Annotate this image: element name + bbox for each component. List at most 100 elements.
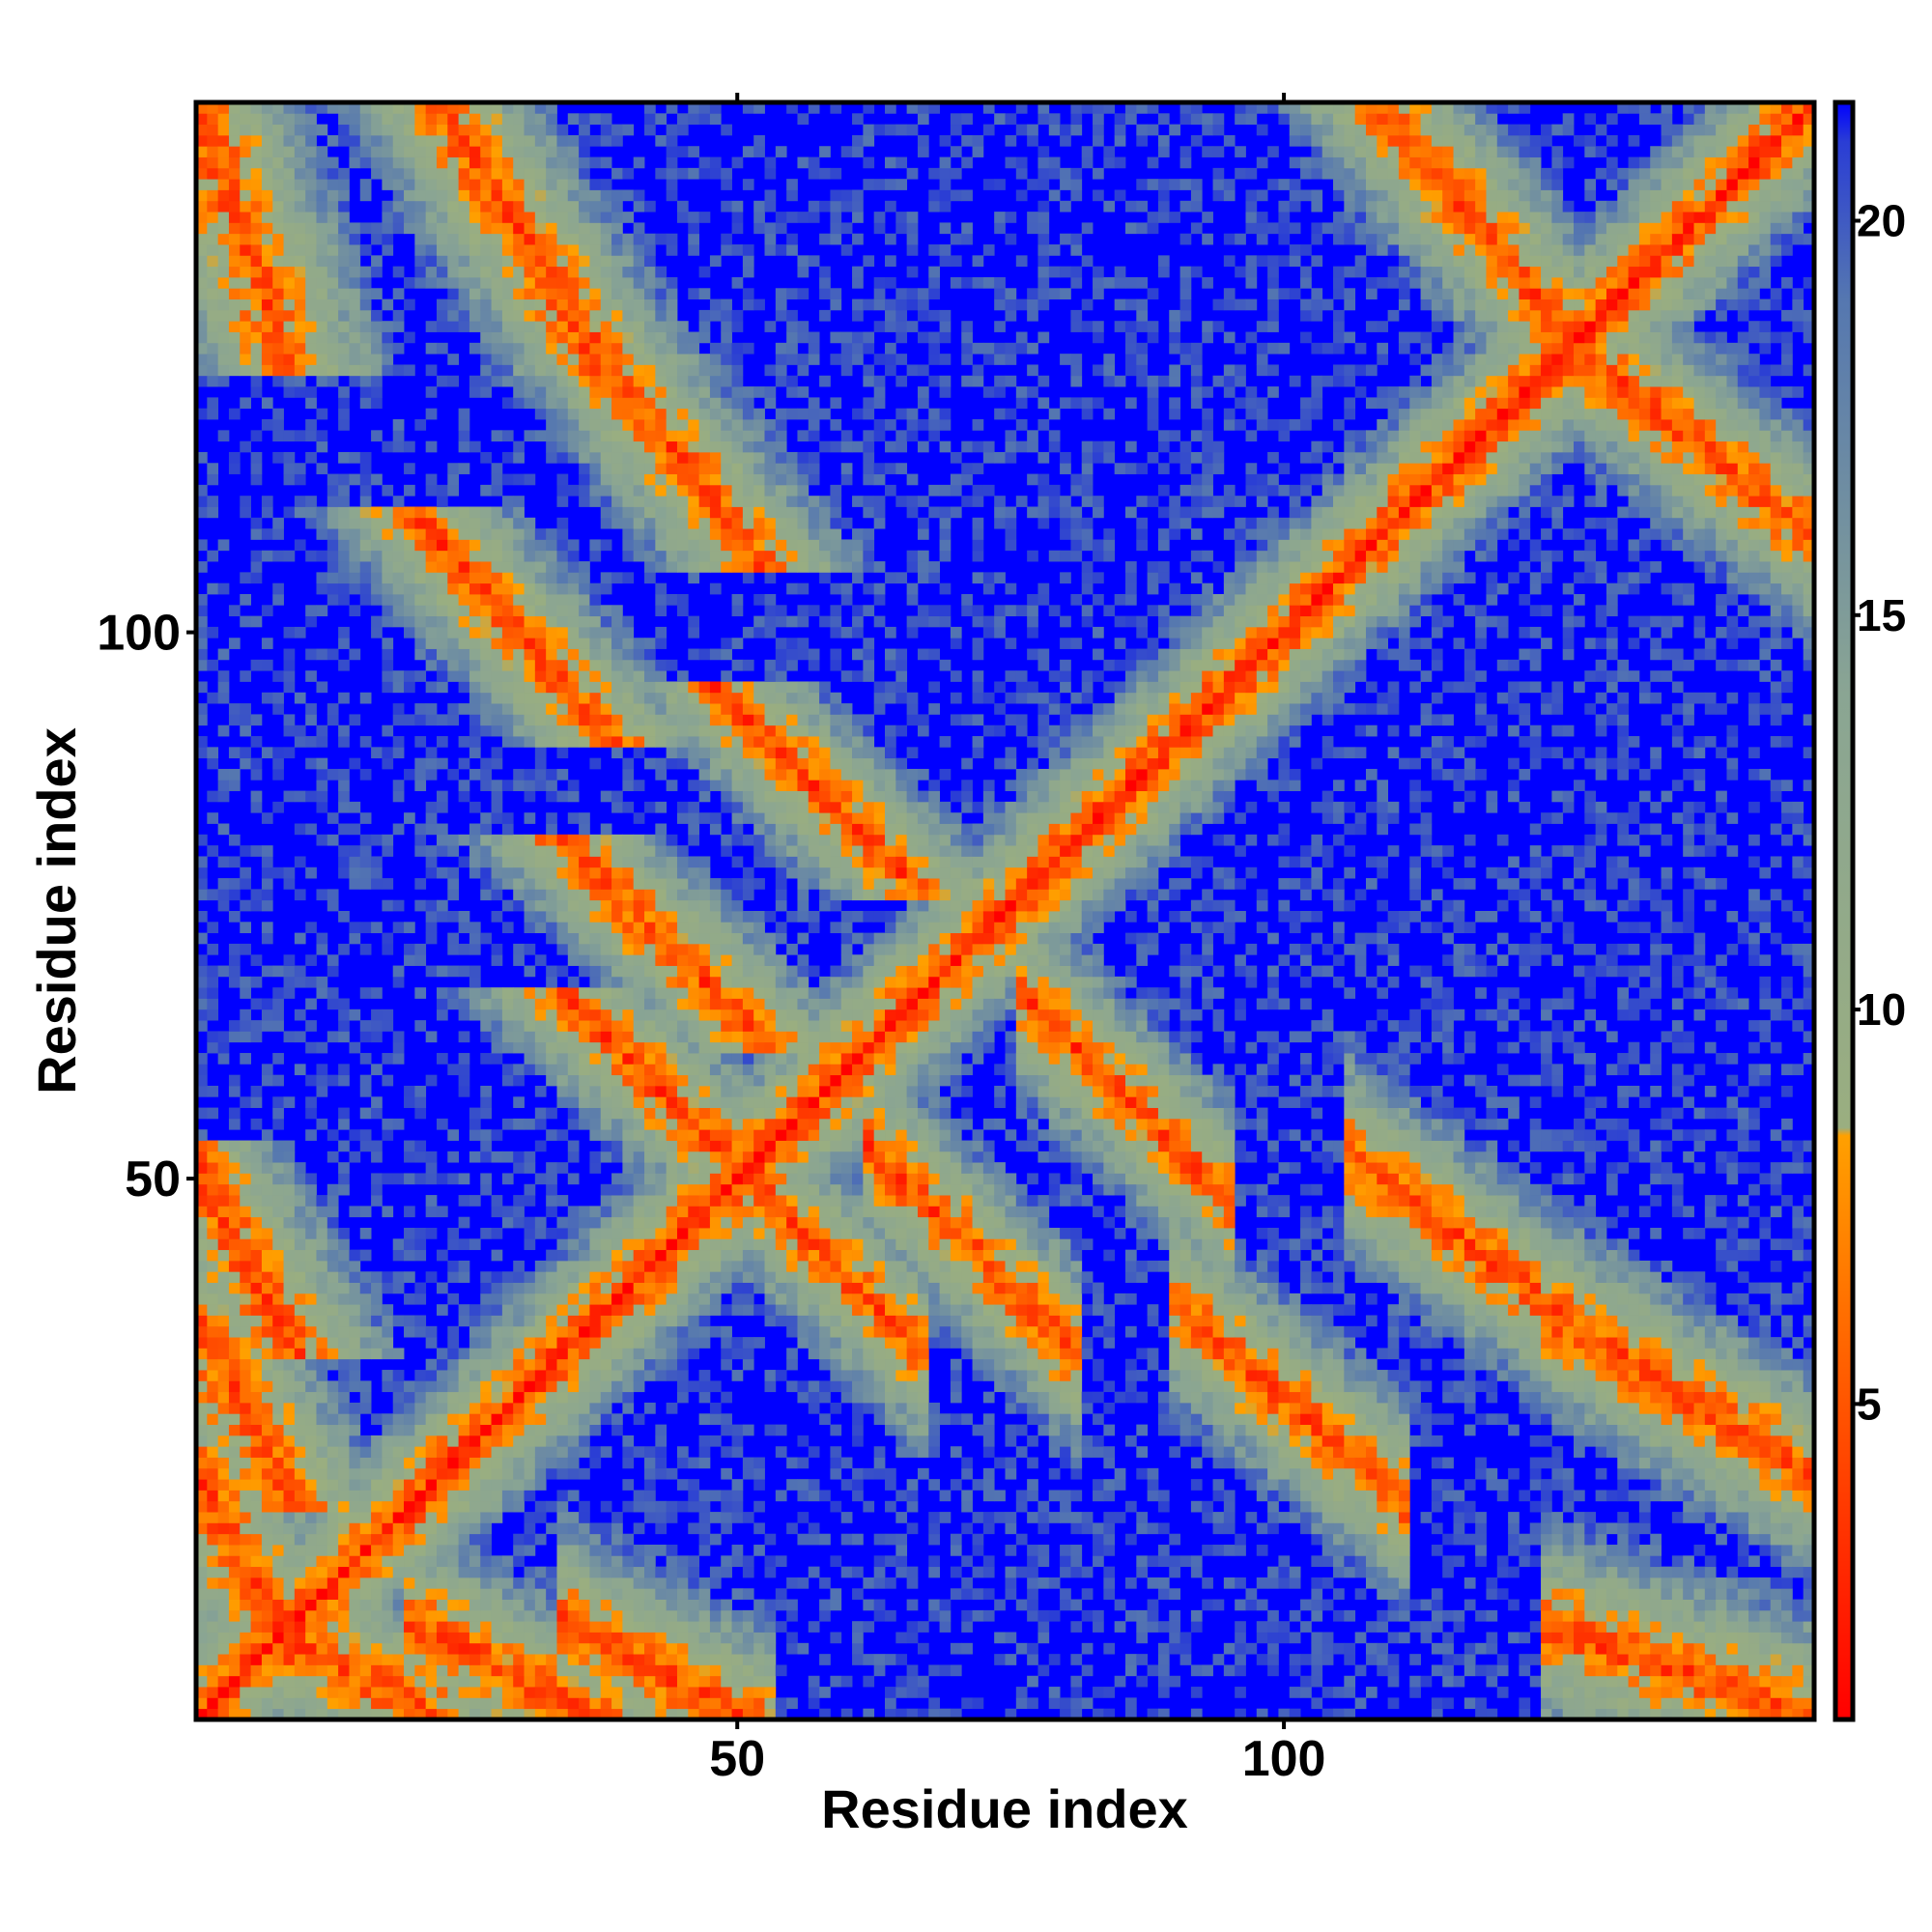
heatmap-cell: [480, 451, 492, 464]
heatmap-cell: [294, 1358, 306, 1371]
heatmap-cell: [600, 724, 612, 737]
heatmap-cell: [240, 321, 251, 332]
heatmap-cell: [666, 1358, 678, 1371]
heatmap-cell: [196, 255, 208, 268]
heatmap-cell: [327, 354, 339, 365]
heatmap-cell: [655, 331, 668, 344]
heatmap-cell: [207, 1708, 219, 1720]
heatmap-cell: [261, 506, 273, 519]
heatmap-cell: [240, 1304, 251, 1316]
heatmap-cell: [447, 1654, 460, 1665]
heatmap-cell: [425, 134, 438, 147]
heatmap-cell: [611, 1358, 623, 1371]
heatmap-cell: [524, 222, 536, 235]
heatmap-cell: [371, 615, 383, 628]
heatmap-cell: [196, 1654, 208, 1665]
heatmap-cell: [283, 1708, 296, 1720]
heatmap-cell: [622, 1293, 635, 1305]
heatmap-cell: [217, 823, 230, 836]
heatmap-cell: [600, 965, 612, 978]
heatmap-cell: [579, 899, 590, 912]
heatmap-cell: [359, 309, 372, 322]
heatmap-cell: [655, 1467, 668, 1480]
heatmap-cell: [655, 1609, 668, 1622]
heatmap-cell: [589, 615, 602, 628]
heatmap-cell: [589, 496, 602, 507]
heatmap-cell: [491, 539, 503, 552]
heatmap-cell: [611, 1609, 623, 1622]
heatmap-cell: [622, 1358, 635, 1371]
heatmap-cell: [611, 987, 623, 999]
heatmap-cell: [622, 757, 635, 770]
heatmap-cell: [524, 102, 536, 114]
heatmap-cell: [305, 1687, 317, 1698]
heatmap-cell: [250, 1446, 263, 1458]
heatmap-cell: [250, 1162, 263, 1174]
heatmap-cell: [600, 823, 612, 836]
heatmap-cell: [196, 626, 208, 639]
heatmap-cell: [250, 222, 263, 235]
heatmap-cell: [217, 233, 230, 245]
heatmap-cell: [425, 1708, 438, 1720]
heatmap-cell: [480, 1282, 492, 1294]
heatmap-cell: [469, 1424, 481, 1436]
heatmap-cell: [567, 1675, 580, 1688]
heatmap-cell: [655, 1173, 668, 1185]
heatmap-cell: [655, 899, 668, 912]
heatmap-cell: [261, 889, 273, 901]
heatmap-cell: [261, 1325, 273, 1338]
heatmap-cell: [655, 463, 668, 474]
heatmap-cell: [600, 375, 612, 387]
heatmap-cell: [579, 255, 590, 268]
heatmap-cell: [240, 364, 251, 377]
heatmap-cell: [196, 1632, 208, 1644]
heatmap-cell: [305, 212, 317, 223]
heatmap-cell: [327, 496, 339, 507]
heatmap-cell: [196, 179, 208, 190]
heatmap-cell: [404, 550, 415, 562]
heatmap-cell: [567, 605, 580, 617]
heatmap-cell: [480, 1654, 492, 1665]
heatmap-cell: [469, 233, 481, 245]
heatmap-cell: [250, 1654, 263, 1665]
heatmap-cell: [305, 1293, 317, 1305]
heatmap-cell: [338, 134, 350, 147]
heatmap-cell: [272, 1479, 284, 1491]
heatmap-cell: [240, 1358, 251, 1371]
heatmap-cell: [425, 911, 438, 923]
heatmap-cell: [250, 1085, 263, 1097]
heatmap-cell: [644, 364, 656, 377]
heatmap-cell: [480, 1271, 492, 1283]
heatmap-cell: [480, 845, 492, 857]
heatmap-cell: [688, 812, 700, 824]
heatmap-cell: [392, 790, 405, 803]
heatmap-cell: [513, 1074, 525, 1087]
heatmap-cell: [327, 179, 339, 190]
heatmap-cell: [579, 714, 590, 726]
heatmap-cell: [436, 102, 448, 114]
heatmap-cell: [524, 659, 536, 671]
heatmap-cell: [425, 1151, 438, 1163]
heatmap-cell: [382, 539, 394, 552]
heatmap-cell: [655, 1566, 668, 1578]
heatmap-cell: [666, 1609, 678, 1622]
heatmap-cell: [436, 506, 448, 519]
heatmap-cell: [622, 266, 635, 278]
heatmap-cell: [228, 102, 241, 114]
heatmap-cell: [513, 222, 525, 235]
heatmap-cell: [633, 1118, 645, 1130]
heatmap-cell: [633, 1413, 645, 1426]
heatmap-cell: [316, 1479, 328, 1491]
heatmap-cell: [480, 878, 492, 890]
heatmap-cell: [491, 1457, 503, 1469]
heatmap-cell: [524, 615, 536, 628]
heatmap-cell: [622, 1206, 635, 1218]
heatmap-cell: [556, 1533, 569, 1546]
heatmap-cell: [458, 911, 470, 923]
heatmap-cell: [480, 670, 492, 682]
heatmap-cell: [272, 1053, 284, 1065]
heatmap-cell: [666, 780, 678, 791]
heatmap-cell: [491, 1249, 503, 1262]
heatmap-cell: [294, 1370, 306, 1381]
heatmap-cell: [228, 834, 241, 846]
